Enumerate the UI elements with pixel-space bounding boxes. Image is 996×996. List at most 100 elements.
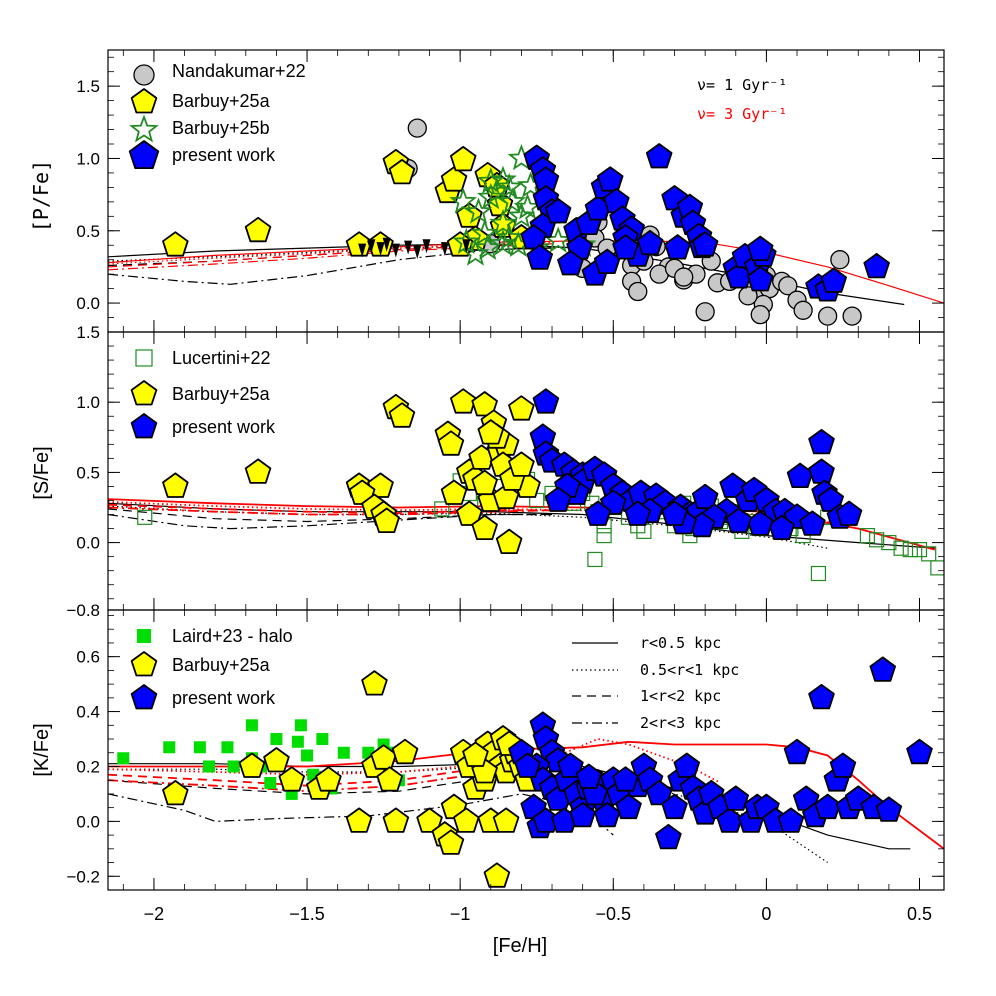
data-point (799, 510, 826, 536)
annotation-nu-1: ν= 1 Gyr⁻¹ (697, 76, 787, 94)
line-legend-r05-1: 0.5<r<1 kpc (640, 661, 739, 679)
data-point (388, 158, 416, 185)
data-point (817, 306, 838, 326)
data-point (793, 300, 813, 320)
data-point (808, 428, 835, 455)
series-barbuy-25a (162, 388, 541, 554)
legend-marker-lucertini (135, 349, 153, 367)
legend-label-nandakumar: Nandakumar+22 (172, 61, 306, 81)
y-axis-label-k: [K/Fe] (31, 723, 53, 776)
x-axis-label: [Fe/H] (493, 935, 547, 957)
data-point (449, 145, 477, 172)
data-point (863, 252, 890, 279)
data-point (471, 391, 498, 417)
data-point (557, 752, 584, 778)
data-point (628, 281, 648, 302)
y-axis-label-p: [P/Fe] (29, 160, 53, 232)
data-point (902, 542, 918, 558)
data-point (661, 793, 688, 820)
data-point (413, 245, 422, 260)
data-point (407, 118, 427, 138)
data-point (544, 486, 572, 512)
y-tick-label: 0.4 (76, 703, 100, 722)
panel-frame (107, 609, 945, 891)
legend-marker-barbuy25a (130, 380, 158, 406)
data-point (471, 469, 498, 496)
data-point (655, 823, 682, 850)
y-tick-label: 1.0 (76, 393, 100, 412)
data-point (238, 752, 266, 778)
data-point (452, 807, 480, 833)
data-point (294, 719, 307, 732)
model-line-red-dashed (108, 503, 552, 515)
data-point (778, 276, 798, 296)
legend-marker-present (128, 140, 160, 170)
data-point (244, 216, 272, 243)
y-tick-label: 1.5 (76, 77, 100, 96)
data-point (498, 187, 527, 214)
data-point (456, 500, 483, 526)
data-point (162, 231, 189, 257)
legend-marker-present (130, 413, 158, 439)
data-point (316, 733, 329, 746)
data-point (930, 560, 944, 576)
data-point (263, 747, 290, 773)
legend-marker-laird (137, 629, 151, 643)
data-point (508, 395, 535, 421)
data-point (476, 182, 505, 210)
data-point (664, 234, 691, 260)
data-point (470, 219, 499, 246)
data-point (810, 565, 827, 582)
data-point (440, 166, 468, 192)
data-point (382, 807, 410, 833)
legend-marker-barbuy25b (129, 114, 159, 143)
legend-label-laird: Laird+23 - halo (172, 626, 293, 646)
data-point (449, 388, 477, 414)
data-point (875, 796, 903, 822)
data-point (575, 763, 602, 789)
data-point (227, 760, 240, 773)
data-point (193, 741, 206, 754)
data-point (520, 224, 547, 250)
data-point (382, 237, 391, 252)
data-point (808, 458, 835, 484)
data-point (893, 540, 909, 556)
data-point (911, 542, 928, 558)
data-point (507, 201, 536, 229)
data-point (673, 752, 700, 778)
series-present-work (520, 143, 890, 302)
legend-label-barbuy25a-k: Barbuy+25a (172, 655, 271, 675)
y-tick-label: 1.5 (76, 323, 100, 342)
data-point (596, 166, 624, 192)
legend-label-present-p: present work (172, 145, 276, 165)
data-point (786, 462, 814, 489)
data-point (612, 234, 639, 260)
data-point (137, 509, 153, 525)
data-point (636, 523, 652, 539)
data-point (508, 451, 535, 477)
y-tick-label: 0.2 (76, 757, 100, 776)
series-present-work (508, 656, 933, 850)
data-point (337, 746, 350, 759)
data-point (612, 766, 639, 792)
data-point (476, 167, 505, 194)
p-fe-panel: 0.0 0.5 1.0 1.5 (76, 49, 945, 333)
legend-marker-nandakumar (133, 64, 155, 86)
data-point (569, 802, 596, 828)
data-point (624, 500, 651, 526)
data-point (388, 402, 416, 428)
data-point (373, 507, 400, 533)
data-point (777, 807, 805, 833)
y-tick-label: 0.0 (76, 534, 100, 553)
data-point (163, 741, 176, 754)
data-point (440, 479, 468, 505)
data-point (270, 733, 283, 746)
data-point (808, 683, 835, 710)
plot-area (108, 118, 944, 326)
y-tick-label: −0.2 (66, 867, 100, 886)
model-line-black-dashdot (108, 513, 552, 530)
x-tick-label: 0.5 (907, 904, 932, 924)
data-point (391, 243, 400, 258)
